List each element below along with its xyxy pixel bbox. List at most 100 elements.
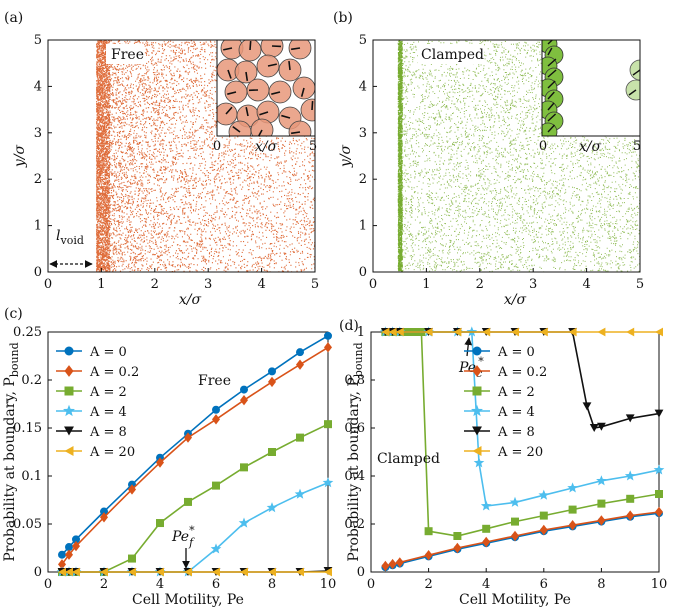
- data-point: [388, 327, 397, 337]
- y-tick-label: 0: [34, 565, 42, 580]
- panel-c-label: (c): [4, 306, 23, 322]
- data-point: [156, 567, 164, 577]
- panel-b-inset-xtick-0: 0: [539, 139, 547, 154]
- y-tick-label: 4: [34, 79, 42, 94]
- data-point: [324, 567, 332, 577]
- panel-a-annotation-bg: [106, 44, 144, 64]
- data-point: [424, 550, 433, 561]
- y-tick-label: 1: [359, 219, 367, 234]
- data-point: [268, 567, 276, 577]
- panel-a-inset-xtick-0: 0: [213, 139, 221, 154]
- data-point: [472, 365, 482, 377]
- data-point: [268, 376, 276, 388]
- data-point: [212, 405, 220, 414]
- data-point: [212, 414, 220, 425]
- data-point: [472, 426, 482, 436]
- data-point: [58, 559, 66, 570]
- data-point: [58, 550, 66, 559]
- inset-polarity-arrow: [259, 111, 269, 116]
- inset-cell: [629, 59, 640, 81]
- inset-polarity-arrow: [227, 91, 237, 95]
- panel-c-xlabel: Cell Motility, Pe: [132, 592, 244, 608]
- data-point: [65, 549, 73, 560]
- panel-d-critical-label: Pec*: [458, 355, 484, 380]
- inset-cell: [288, 40, 312, 60]
- inset-polarity-arrow: [267, 63, 277, 67]
- data-point: [184, 567, 192, 577]
- inset-polarity-arrow: [628, 89, 637, 96]
- data-point: [539, 327, 548, 337]
- inset-polarity-arrow: [547, 113, 557, 122]
- y-tick-label: 0: [357, 565, 365, 580]
- data-point: [184, 497, 192, 506]
- data-point: [324, 420, 332, 429]
- legend-label: A = 20: [497, 445, 543, 460]
- legend-label: A = 0: [497, 345, 535, 360]
- legend-item: A = 4: [56, 404, 127, 420]
- data-point: [294, 488, 306, 499]
- data-point: [128, 554, 136, 563]
- legend-item: A = 8: [56, 425, 127, 440]
- panel-b-ticks: 0 1 2 3 4 5 0 1 2 3 4 5: [359, 33, 644, 292]
- data-point: [65, 543, 73, 552]
- legend-item: A = 2: [56, 385, 127, 400]
- data-point: [268, 448, 276, 456]
- panel-a-xlabel: x/σ: [179, 292, 202, 308]
- data-point: [72, 567, 80, 577]
- panel-c-legend: A = 0 A = 0.2 A = 2 A = 4 A = 8 A = 20: [56, 345, 139, 460]
- panel-a-inset-xlabel: x/σ: [255, 139, 278, 155]
- panel-b-inset-xtick-1: 5: [633, 139, 641, 154]
- data-point: [453, 542, 462, 554]
- panel-b-inset-particles: [542, 40, 640, 136]
- y-tick-label: 5: [34, 33, 42, 48]
- x-tick-label: 2: [100, 577, 108, 592]
- inset-polarity-arrow: [281, 114, 291, 119]
- x-tick-label: 1: [422, 277, 430, 292]
- panel-a: (a) 0 5 x/σ Free 0 1 2 3 4 5 0 1 2 3 4 5 x/σ y/σ lv…: [4, 10, 319, 308]
- y-tick-label: 3: [359, 126, 367, 141]
- data-point: [453, 327, 462, 337]
- x-tick-label: 0: [367, 577, 375, 592]
- y-tick-label: 2: [34, 172, 42, 187]
- data-point: [64, 426, 74, 436]
- panel-a-inset-frame: [216, 40, 315, 137]
- series-line: [62, 481, 329, 573]
- data-point: [395, 557, 404, 568]
- data-point: [100, 567, 108, 577]
- data-point: [64, 346, 74, 356]
- inset-polarity-arrow: [227, 69, 232, 79]
- data-point: [100, 512, 108, 523]
- x-tick-label: 4: [257, 277, 265, 292]
- panel-a-axes-frame: [47, 39, 316, 273]
- data-point: [589, 424, 599, 432]
- inset-polarity-arrow: [547, 102, 555, 111]
- series-a20: [381, 327, 663, 337]
- x-tick-label: 2: [476, 277, 484, 292]
- inset-polarity-arrow: [290, 131, 301, 135]
- inset-cell: [300, 98, 315, 122]
- data-point: [381, 560, 390, 572]
- data-point: [212, 481, 220, 490]
- legend-label: A = 0: [89, 345, 127, 360]
- panel-d-xlabel: Cell Motility, Pe: [459, 592, 571, 608]
- data-point: [324, 331, 332, 340]
- data-point: [296, 348, 304, 357]
- panel-d-legend: A = 0 A = 0.2 A = 2 A = 4 A = 8 A = 20: [464, 345, 547, 460]
- x-tick-label: 2: [424, 577, 432, 592]
- panel-c-annotation: Free: [198, 373, 231, 389]
- y-tick-label: 0.05: [13, 517, 42, 532]
- panel-a-annotation: Free: [111, 47, 144, 63]
- legend-item: A = 2: [464, 385, 535, 400]
- panel-b-annotation: Clamped: [421, 47, 484, 63]
- y-tick-label: 1: [34, 219, 42, 234]
- data-point: [240, 567, 248, 577]
- data-point: [156, 457, 164, 468]
- data-point: [626, 510, 635, 521]
- data-point: [64, 386, 74, 396]
- inset-polarity-arrow: [300, 87, 305, 97]
- y-tick-label: 0.8: [344, 373, 365, 388]
- legend-label: A = 4: [497, 405, 535, 420]
- inset-polarity-arrow: [547, 80, 556, 89]
- inset-polarity-arrow: [223, 47, 233, 51]
